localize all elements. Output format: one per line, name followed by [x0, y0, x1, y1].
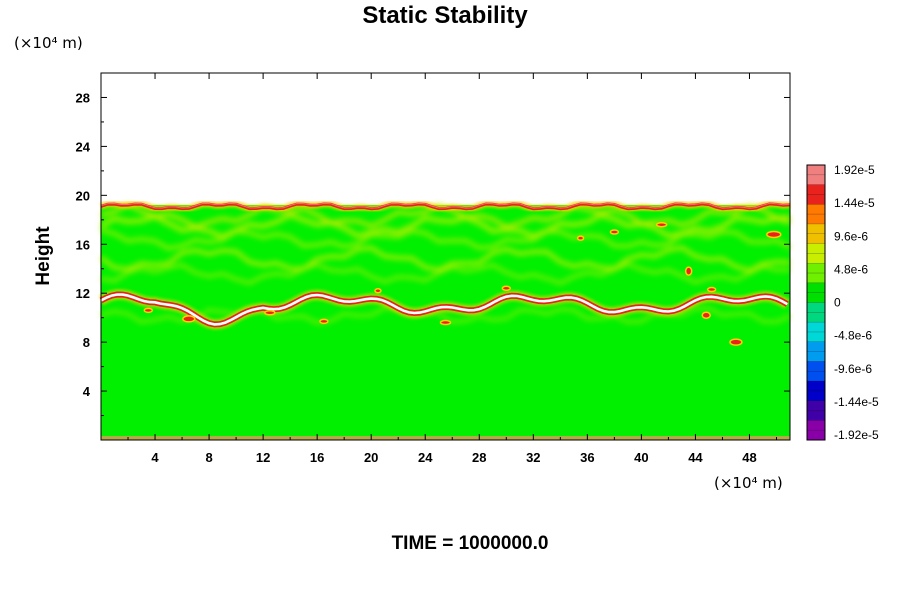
colorbar-swatch — [807, 243, 825, 264]
colorbar-label: -1.92e-5 — [834, 428, 879, 442]
colorbar-swatch — [807, 302, 825, 323]
colorbar-label: 4.8e-6 — [834, 262, 868, 276]
colorbar: 1.92e-5 1.44e-5 9.6e-6 4.8e-6 0 -4.8e-6 -9.6e-… — [806, 163, 879, 442]
field-streak — [100, 262, 791, 285]
colorbar-swatch — [807, 420, 825, 441]
colorbar-frame — [806, 164, 826, 441]
x-tick-label-24: 24 — [418, 450, 433, 465]
y-tick-label-16: 16 — [76, 237, 90, 252]
upper-stable-layer — [99, 200, 791, 213]
y-axis-label: Height — [33, 226, 54, 286]
x-tick-label-32: 32 — [526, 450, 540, 465]
x-unit-label: (×10⁴ m) — [714, 474, 783, 492]
x-tick-label-20: 20 — [364, 450, 378, 465]
x-tick-label-4: 4 — [151, 450, 159, 465]
colorbar-swatch — [807, 400, 825, 421]
stable-patch — [374, 288, 382, 294]
upper-layer-line — [100, 202, 791, 211]
x-axis: 4 8 12 16 20 24 28 32 36 40 44 48 — [127, 73, 777, 465]
y-axis: 4 8 12 16 20 24 28 — [76, 90, 790, 417]
colorbar-swatch — [807, 204, 825, 225]
y-unit-label: (×10⁴ m) — [14, 34, 83, 52]
y-tick-label-20: 20 — [76, 188, 90, 203]
colorbar-label: 1.44e-5 — [834, 196, 875, 210]
x-tick-label-16: 16 — [310, 450, 324, 465]
surface-layer — [101, 436, 790, 440]
stable-patch — [182, 315, 196, 323]
stable-patch — [701, 311, 711, 319]
y-tick-label-24: 24 — [76, 139, 91, 154]
colorbar-swatch — [807, 165, 825, 186]
stable-patch — [706, 286, 717, 293]
colorbar-swatch — [807, 341, 825, 362]
colorbar-label: 0 — [834, 296, 841, 310]
stable-patch — [729, 338, 743, 346]
x-tick-label-12: 12 — [256, 450, 270, 465]
colorbar-swatch — [807, 361, 825, 382]
lower-stable-layer — [98, 288, 790, 330]
stable-patch — [766, 230, 782, 239]
colorbar-label: 9.6e-6 — [834, 229, 868, 243]
plot-frame — [100, 72, 791, 441]
x-tick-label-28: 28 — [472, 450, 486, 465]
stable-patch — [264, 310, 276, 316]
colorbar-swatch — [807, 223, 825, 245]
colorbar-swatch — [807, 381, 825, 402]
y-tick-label-28: 28 — [76, 90, 90, 105]
isolated-stable-patches — [143, 221, 782, 346]
colorbar-swatch — [807, 322, 825, 343]
stable-patch — [684, 266, 693, 276]
colorbar-label: -4.8e-6 — [834, 329, 872, 343]
colorbar-label: -9.6e-6 — [834, 362, 872, 376]
stable-patch — [439, 319, 452, 326]
y-tick-label-4: 4 — [83, 384, 91, 399]
upper-layer-core — [100, 202, 791, 209]
stable-patch — [576, 235, 585, 241]
colorbar-label: -1.44e-5 — [834, 395, 879, 409]
field-streak — [99, 245, 791, 273]
stable-patch — [143, 307, 154, 314]
colorbar-label: 1.92e-5 — [834, 163, 875, 177]
y-tick-label-12: 12 — [76, 286, 90, 301]
y-tick-label-8: 8 — [83, 335, 90, 350]
field-streak — [100, 228, 791, 251]
field-region — [98, 200, 791, 440]
colorbar-swatch — [807, 282, 825, 303]
stable-patch — [501, 285, 512, 292]
time-label: TIME = 1000000.0 — [392, 533, 549, 554]
x-tick-label-36: 36 — [580, 450, 594, 465]
x-tick-label-40: 40 — [634, 450, 648, 465]
x-tick-label-8: 8 — [205, 450, 212, 465]
stable-patch — [655, 221, 668, 228]
lower-layer-core — [100, 293, 788, 326]
chart-title: Static Stability — [362, 2, 528, 29]
x-tick-label-44: 44 — [688, 450, 703, 465]
stable-patch — [319, 318, 329, 325]
colorbar-swatch — [807, 263, 825, 284]
field-streak — [99, 212, 791, 240]
stable-patch — [609, 229, 620, 235]
colorbar-swatch — [807, 184, 825, 205]
x-tick-label-48: 48 — [742, 450, 756, 465]
